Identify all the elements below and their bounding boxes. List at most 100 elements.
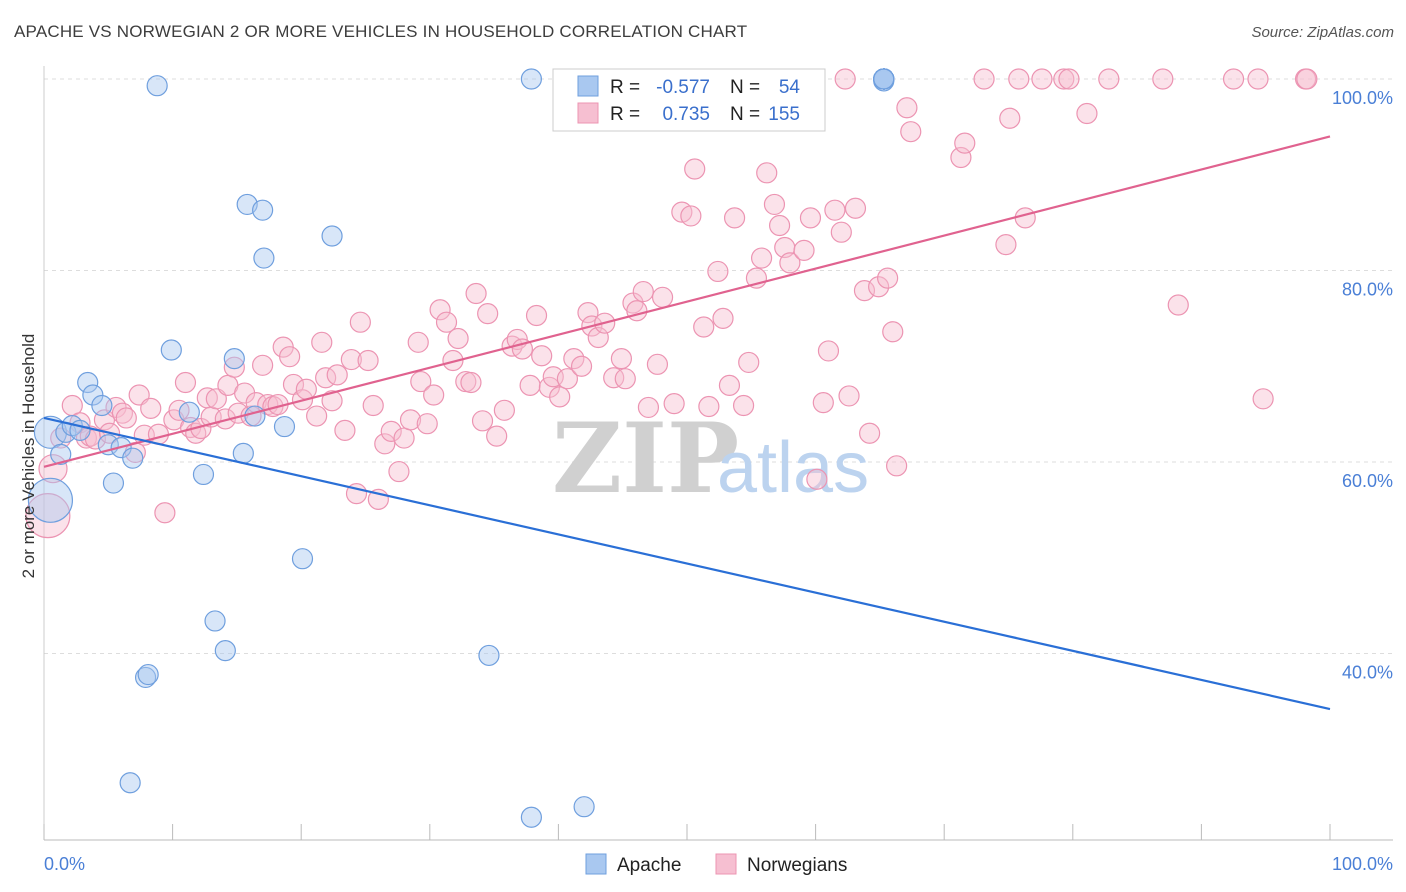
norwegians-point xyxy=(646,353,669,375)
y-tick-label-100: 100.0% xyxy=(1332,88,1393,108)
axes xyxy=(43,66,1393,841)
apache-point xyxy=(520,806,542,828)
norwegians-point xyxy=(693,316,715,338)
norwegians-point xyxy=(999,107,1021,129)
grid-lines xyxy=(44,78,1393,654)
apache-point xyxy=(122,447,144,469)
norwegians-point xyxy=(423,384,445,406)
norwegians-point xyxy=(435,311,458,333)
norwegians-trend-line xyxy=(43,135,1331,468)
norwegians-point xyxy=(750,247,773,269)
norwegians-point xyxy=(362,394,384,417)
norwegians-point xyxy=(493,399,515,421)
norwegians-point xyxy=(793,239,815,261)
norwegians-point xyxy=(859,422,881,444)
norwegians-point xyxy=(1014,207,1036,229)
norwegians-point xyxy=(393,427,415,449)
norwegians-point xyxy=(477,302,499,325)
norwegians-point xyxy=(1058,68,1080,90)
apache-points xyxy=(27,68,895,828)
apache-point xyxy=(273,415,296,438)
norwegians-point xyxy=(896,97,918,119)
chart-title: APACHE VS NORWEGIAN 2 OR MORE VEHICLES I… xyxy=(14,22,748,41)
source-label: Source: ZipAtlas.com xyxy=(1251,24,1394,41)
series-legend: Apache Norwegians xyxy=(585,853,847,876)
norwegians-point xyxy=(511,338,533,360)
norwegians-point xyxy=(824,199,846,221)
apache-point xyxy=(321,225,343,247)
apache-point xyxy=(192,463,215,486)
norwegians-point xyxy=(531,345,553,367)
norwegians-point xyxy=(429,299,451,321)
norwegians-point xyxy=(306,405,328,427)
norwegians-point xyxy=(718,374,741,396)
norwegians-point xyxy=(465,282,487,305)
apache-trend-line xyxy=(43,416,1331,711)
norwegians-n-label: N = xyxy=(730,104,760,125)
norwegians-point xyxy=(388,460,410,483)
norwegians-point xyxy=(868,276,890,298)
watermark-zip: ZIP xyxy=(552,402,739,515)
y-axis-label: 2 or more Vehicles in Household xyxy=(19,334,38,579)
norwegians-point xyxy=(321,390,343,412)
x-tick-label-max: 100.0% xyxy=(1332,854,1393,874)
apache-swatch xyxy=(577,75,599,97)
apache-point xyxy=(137,663,159,686)
apache-point xyxy=(253,247,275,269)
legend-apache-swatch xyxy=(585,853,607,875)
norwegians-point xyxy=(610,347,633,370)
norwegians-point xyxy=(1008,68,1030,90)
norwegians-r-value: 0.735 xyxy=(662,104,710,125)
norwegians-point xyxy=(1222,68,1245,90)
norwegians-n-value: 155 xyxy=(768,104,800,125)
apache-point xyxy=(204,610,226,632)
apache-point xyxy=(134,666,157,689)
norwegians-point xyxy=(549,386,571,408)
apache-point xyxy=(27,477,74,523)
norwegians-point xyxy=(684,158,706,180)
norwegians-point xyxy=(834,68,856,90)
norwegians-point xyxy=(637,396,660,419)
norwegians-point xyxy=(140,397,162,419)
norwegians-point xyxy=(763,193,786,216)
norwegians-point xyxy=(626,300,648,322)
norwegians-point xyxy=(563,347,585,370)
apache-r-label: R = xyxy=(610,77,640,98)
norwegians-point xyxy=(680,205,702,227)
norwegians-point xyxy=(1031,68,1053,90)
apache-n-label: N = xyxy=(730,77,760,98)
norwegians-point xyxy=(223,356,245,378)
apache-point xyxy=(178,401,200,423)
trend-lines xyxy=(43,135,1331,711)
norwegians-point xyxy=(632,280,654,303)
norwegians-point xyxy=(954,132,976,154)
apache-point xyxy=(160,339,182,361)
norwegians-point xyxy=(374,433,396,455)
norwegians-point xyxy=(806,468,828,490)
norwegians-point xyxy=(279,346,301,368)
norwegians-point xyxy=(1167,294,1189,316)
norwegians-point xyxy=(519,374,541,396)
norwegians-point xyxy=(830,221,852,243)
apache-point xyxy=(91,394,113,417)
norwegians-point xyxy=(447,327,469,350)
norwegians-point xyxy=(756,162,778,184)
norwegians-point xyxy=(799,207,822,229)
y-tick-label-40: 40.0% xyxy=(1342,663,1393,683)
norwegians-point xyxy=(973,68,995,90)
norwegians-point xyxy=(214,408,236,430)
norwegians-point xyxy=(712,307,734,329)
norwegians-point xyxy=(614,368,636,390)
norwegians-point xyxy=(663,392,685,415)
norwegians-point xyxy=(844,197,867,219)
apache-point xyxy=(573,796,595,818)
norwegians-point xyxy=(460,371,482,394)
norwegians-point xyxy=(1098,68,1120,90)
norwegians-point xyxy=(886,455,908,477)
norwegians-point xyxy=(707,260,729,283)
norwegians-point xyxy=(812,392,834,414)
apache-point xyxy=(77,371,99,394)
apache-point xyxy=(252,199,274,221)
norwegians-point xyxy=(326,364,348,386)
